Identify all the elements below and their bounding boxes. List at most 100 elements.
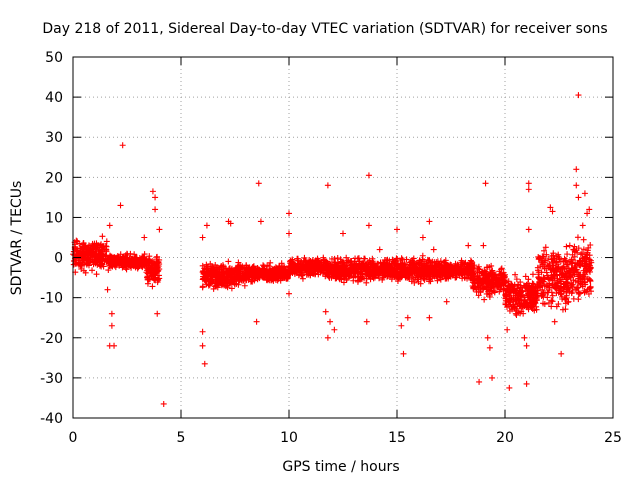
data-point bbox=[130, 257, 137, 264]
data-point bbox=[289, 267, 296, 274]
data-point bbox=[229, 274, 236, 281]
data-point bbox=[522, 273, 529, 280]
data-point bbox=[310, 262, 317, 269]
data-point bbox=[96, 249, 103, 256]
data-point bbox=[489, 267, 496, 274]
data-point bbox=[214, 274, 221, 281]
data-point bbox=[95, 242, 102, 249]
data-point bbox=[571, 253, 578, 260]
data-point bbox=[146, 264, 153, 271]
data-point bbox=[567, 281, 574, 288]
data-point bbox=[368, 261, 375, 268]
y-tick-label: -40 bbox=[40, 411, 63, 427]
data-point-outlier bbox=[504, 326, 511, 333]
data-point bbox=[264, 272, 271, 279]
data-point-outlier bbox=[141, 234, 148, 241]
data-point bbox=[283, 275, 290, 282]
data-point bbox=[226, 278, 233, 285]
data-point bbox=[275, 275, 282, 282]
data-point bbox=[456, 269, 463, 276]
data-point bbox=[575, 245, 582, 252]
data-point-outlier bbox=[512, 310, 519, 317]
data-point bbox=[395, 260, 402, 267]
data-point bbox=[155, 277, 162, 284]
data-point-outlier bbox=[104, 286, 111, 293]
data-point bbox=[329, 263, 336, 270]
data-point bbox=[270, 266, 277, 273]
data-point bbox=[354, 278, 361, 285]
data-point bbox=[546, 262, 553, 269]
data-point bbox=[250, 270, 257, 277]
data-point bbox=[385, 268, 392, 275]
data-point bbox=[348, 264, 355, 271]
data-point-outlier bbox=[476, 378, 483, 385]
data-point bbox=[581, 257, 588, 264]
data-point bbox=[516, 291, 523, 298]
data-point bbox=[574, 269, 581, 276]
data-point-outlier bbox=[365, 222, 372, 229]
data-point bbox=[355, 269, 362, 275]
data-point bbox=[454, 261, 461, 268]
data-point bbox=[587, 242, 594, 249]
data-point-outlier bbox=[253, 318, 260, 325]
data-point bbox=[464, 270, 471, 277]
data-point-outlier bbox=[108, 322, 115, 329]
data-point-outlier bbox=[108, 310, 115, 317]
data-point bbox=[305, 260, 312, 267]
data-point bbox=[312, 270, 319, 277]
data-point bbox=[577, 251, 584, 258]
data-point-outlier bbox=[119, 142, 126, 149]
data-point-outlier bbox=[152, 206, 159, 213]
data-point-outlier bbox=[581, 190, 588, 197]
data-point-outlier bbox=[558, 350, 565, 357]
data-point-outlier bbox=[430, 246, 437, 253]
data-point bbox=[521, 296, 528, 303]
data-point bbox=[414, 276, 421, 283]
y-tick-label: 50 bbox=[45, 50, 63, 66]
data-point bbox=[149, 283, 156, 290]
data-point bbox=[210, 285, 217, 292]
data-point bbox=[475, 292, 482, 299]
data-point bbox=[527, 287, 534, 294]
data-point bbox=[552, 284, 559, 291]
data-point bbox=[545, 299, 552, 306]
data-point bbox=[135, 259, 142, 266]
data-point-outlier bbox=[156, 226, 163, 233]
data-point bbox=[100, 263, 107, 270]
x-tick-label: 20 bbox=[496, 430, 514, 446]
data-point bbox=[479, 277, 486, 284]
data-point-outlier bbox=[575, 92, 582, 99]
data-point bbox=[549, 292, 556, 299]
data-point bbox=[459, 268, 466, 275]
data-point bbox=[564, 251, 571, 258]
data-point bbox=[398, 255, 405, 262]
data-point bbox=[410, 275, 417, 282]
data-point bbox=[274, 270, 281, 277]
data-point bbox=[569, 260, 576, 267]
data-point bbox=[409, 263, 416, 270]
data-point-outlier bbox=[203, 222, 210, 229]
data-point bbox=[249, 268, 256, 275]
data-point bbox=[505, 302, 512, 309]
data-point bbox=[119, 264, 126, 271]
data-point-outlier bbox=[199, 342, 206, 349]
data-point bbox=[572, 262, 579, 269]
data-point bbox=[575, 277, 582, 284]
data-point bbox=[105, 267, 112, 274]
data-point bbox=[209, 264, 216, 271]
plot-frame bbox=[72, 56, 614, 419]
data-point bbox=[421, 258, 428, 265]
data-point bbox=[331, 255, 338, 262]
data-point-outlier bbox=[363, 318, 370, 325]
y-tick-label: 40 bbox=[45, 90, 63, 106]
data-point bbox=[549, 298, 556, 305]
data-point-outlier bbox=[506, 384, 513, 391]
data-point bbox=[579, 273, 586, 280]
data-point bbox=[324, 271, 331, 278]
data-point bbox=[504, 285, 511, 292]
data-point bbox=[71, 258, 78, 265]
data-point bbox=[441, 265, 448, 272]
data-point bbox=[267, 259, 274, 266]
data-point bbox=[225, 258, 232, 265]
data-point bbox=[295, 257, 302, 264]
